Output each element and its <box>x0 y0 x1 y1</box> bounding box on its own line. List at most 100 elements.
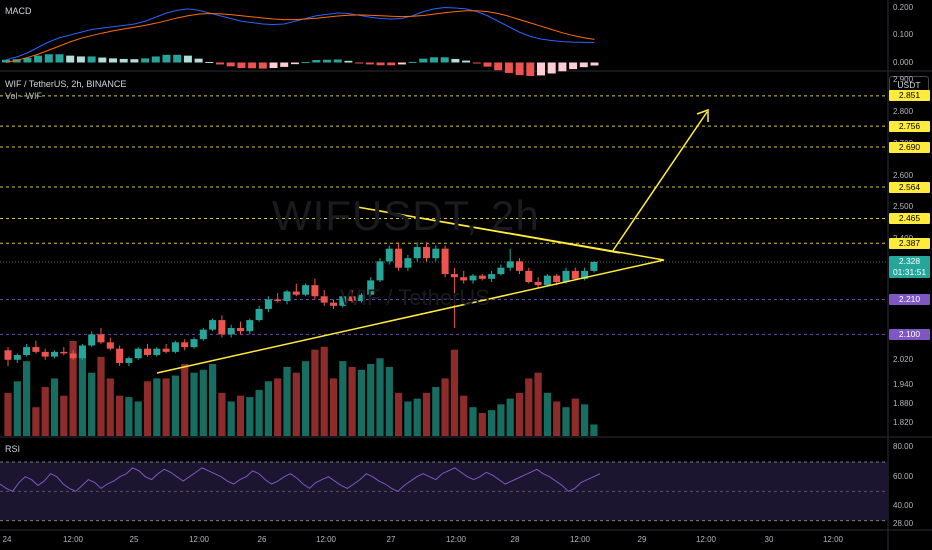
time-tick-label: 30 <box>764 535 774 544</box>
macd-histogram-bar <box>248 62 257 69</box>
candle-body <box>23 347 31 356</box>
candle-body <box>441 248 449 275</box>
candle-body <box>543 275 551 286</box>
volume-bar <box>50 378 59 436</box>
volume-bar <box>460 395 468 436</box>
macd-histogram-bar <box>183 55 192 63</box>
last-price-value: 2.328 <box>898 255 921 266</box>
volume-bar <box>209 364 217 436</box>
macd-histogram-bar <box>419 58 428 63</box>
time-tick-label: 29 <box>637 535 647 544</box>
candle-body <box>106 342 114 349</box>
volume-bar <box>283 366 291 436</box>
volume-bar <box>171 375 179 436</box>
candle-body <box>255 308 263 321</box>
rsi-tick-label: 60.00 <box>893 471 914 481</box>
macd-histogram-bar <box>558 62 567 72</box>
macd-histogram-bar <box>387 62 396 66</box>
volume-bar <box>41 387 49 436</box>
breakout-arrow <box>611 111 708 253</box>
price-tick-label: 1.880 <box>893 399 914 409</box>
candle-body <box>162 348 170 352</box>
macd-histogram-bar <box>547 62 556 74</box>
volume-bar <box>469 407 477 436</box>
macd-histogram-bar <box>408 61 417 63</box>
macd-histogram-bar <box>451 58 460 63</box>
candle-body <box>348 296 356 302</box>
volume-bar <box>450 349 458 436</box>
volume-bar <box>422 392 431 436</box>
macd-histogram-bar <box>258 62 267 69</box>
rsi-tick-label: 80.00 <box>893 442 914 452</box>
level-price-label: 2.690 <box>889 141 930 153</box>
candle-body <box>478 275 486 279</box>
macd-histogram-bar <box>162 54 171 63</box>
candle-body <box>134 348 142 359</box>
volume-bar <box>190 372 198 436</box>
candle-body <box>246 320 254 332</box>
macd-histogram-bar <box>397 62 406 65</box>
rsi-line <box>0 467 601 492</box>
level-price-label: 2.387 <box>889 237 930 249</box>
macd-histogram-bar <box>365 62 374 65</box>
macd-histogram-bar <box>44 54 53 63</box>
volume-bar <box>23 361 31 436</box>
chart-title: WIF / TetherUS, 2h, BINANCE <box>5 79 127 89</box>
level-price-label: 2.756 <box>889 120 930 132</box>
volume-bar <box>404 401 412 436</box>
macd-histogram-bar <box>205 61 214 63</box>
volume-bar <box>13 381 21 436</box>
macd-histogram-bar <box>151 56 160 63</box>
volume-bar <box>534 372 542 436</box>
volume-bar <box>376 358 384 436</box>
rsi-tick-label: 28.00 <box>893 518 914 528</box>
macd-histogram-bar <box>504 62 513 73</box>
macd-histogram-bar <box>290 62 299 65</box>
price-tick-label: 2.600 <box>893 170 914 180</box>
volume-bar <box>488 410 496 436</box>
volume-bar <box>302 361 310 436</box>
volume-bar <box>236 395 245 436</box>
macd-tick-label: 0.000 <box>893 57 914 67</box>
level-price-label: 2.210 <box>889 293 930 305</box>
volume-bar <box>348 366 356 436</box>
candle-body <box>283 291 291 302</box>
time-tick-label: 12:00 <box>62 535 84 544</box>
volume-bar <box>478 412 486 436</box>
volume-bar <box>571 398 579 436</box>
volume-bar <box>329 378 338 436</box>
volume-bar <box>218 392 226 436</box>
candle-body <box>264 299 272 309</box>
volume-bar <box>78 352 86 436</box>
candle-body <box>51 351 58 357</box>
volume-bar <box>339 361 347 436</box>
volume-bar <box>432 387 440 436</box>
candle-body <box>69 353 77 359</box>
candle-body <box>88 334 96 346</box>
time-tick-label: 24 <box>2 535 12 544</box>
volume-bar <box>413 398 421 436</box>
macd-histogram-bar <box>173 54 182 63</box>
macd-histogram-bar <box>23 57 32 63</box>
macd-histogram-bar <box>323 59 331 63</box>
symbol-watermark: WIFUSDT, 2h <box>272 192 540 239</box>
macd-tick-label: 0.100 <box>893 30 914 39</box>
candle-body <box>274 299 282 302</box>
macd-histogram-bar <box>34 55 43 63</box>
volume-bar <box>395 392 403 436</box>
candle-body <box>153 348 161 356</box>
volume-bar <box>525 378 533 436</box>
volume-bar <box>274 378 282 436</box>
macd-histogram-bar <box>483 62 492 67</box>
macd-histogram-bar <box>355 62 364 64</box>
macd-histogram-bar <box>537 62 545 76</box>
candle-body <box>320 296 328 303</box>
time-tick-label: 12:00 <box>188 535 210 544</box>
candle-body <box>516 261 523 271</box>
candle-body <box>571 270 579 279</box>
macd-histogram-bar <box>515 62 524 76</box>
volume-indicator-title: Vol - WIF <box>5 91 43 101</box>
price-tick-label: 2.500 <box>893 202 914 212</box>
macd-histogram-bar <box>226 62 235 67</box>
